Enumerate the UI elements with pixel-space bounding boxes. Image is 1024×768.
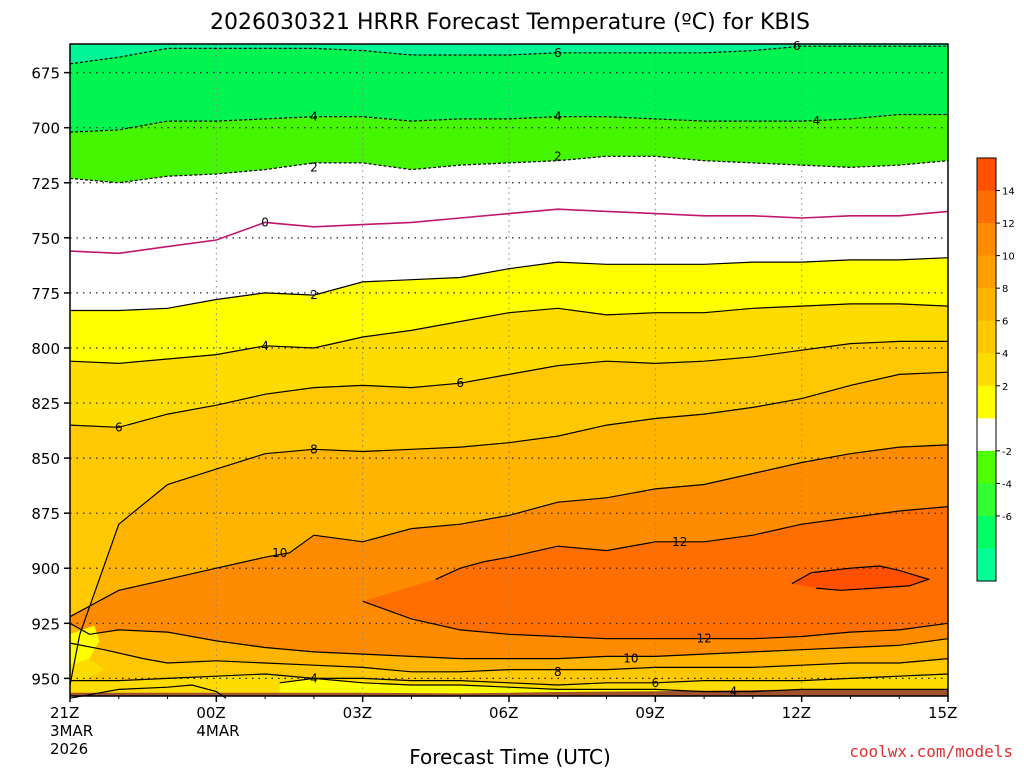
credit-text: coolwx.com/models — [849, 742, 1013, 761]
contour-label-8-0: 10 — [272, 546, 287, 560]
contour-line-9 — [435, 506, 949, 580]
fill-band-14 — [791, 566, 929, 591]
contour-line-7 — [69, 371, 949, 686]
contour-line-0 — [69, 45, 948, 65]
contour-label-2-1: 2 — [554, 149, 562, 163]
y-tick-label-10: 925 — [31, 615, 60, 633]
low-contour-label-3-0: 6 — [652, 676, 660, 690]
low-contour-line-3 — [70, 673, 949, 686]
colorbar-bin-8 — [977, 418, 996, 452]
colorbar-bin-3 — [977, 255, 996, 289]
contour-label-9-0: 12 — [672, 535, 687, 549]
contour-line-10 — [791, 565, 931, 591]
low-contour-label-4-0: 4 — [310, 671, 318, 685]
contour-label-6-1: 6 — [456, 376, 464, 390]
contour-line-1 — [69, 113, 948, 133]
colorbar-label-5: 4 — [1002, 349, 1008, 360]
x-tick-label-1: 00Z — [196, 704, 225, 722]
low-contour-line-1 — [69, 622, 949, 660]
y-tick-label-7: 850 — [31, 450, 60, 468]
fill-band-neg6 — [70, 44, 948, 64]
contour-label-7-0: 8 — [310, 442, 318, 456]
contour-line-5 — [69, 303, 949, 365]
colorbar-label-0: 14 — [1002, 187, 1015, 198]
contour-label-3-0: 0 — [261, 215, 269, 229]
x-tick-label-0: 21Z — [50, 704, 79, 722]
y-tick-label-3: 750 — [31, 230, 60, 248]
contour-line-3 — [69, 208, 949, 255]
y-tick-label-0: 675 — [31, 65, 60, 83]
x-tick-label-6: 15Z — [928, 704, 957, 722]
x-tick-sub1-0: 3MAR — [50, 722, 93, 740]
low-contour-label-0-0: 12 — [696, 632, 711, 646]
colorbar-bin-7 — [977, 385, 996, 419]
y-tick-label-11: 950 — [31, 670, 60, 688]
x-tick-label-5: 12Z — [782, 704, 811, 722]
x-tick-sub2-0: 2026 — [50, 740, 88, 758]
colorbar: 14 12 10 8 6 4 2 -2 -4 -6 — [976, 157, 1015, 582]
low-contour-label-4-1: 4 — [730, 685, 738, 699]
y-axis: 675 700 725 750 775 800 825 850 875 900 925 950 — [31, 65, 70, 688]
colorbar-bin-11 — [977, 515, 996, 549]
contour-label-0-1: 6 — [793, 39, 801, 53]
contour-label-1-1: 4 — [554, 110, 562, 124]
y-tick-label-8: 875 — [31, 505, 60, 523]
colorbar-bin-12 — [977, 548, 996, 582]
colorbar-label-1: 12 — [1002, 219, 1015, 230]
x-tick-label-3: 06Z — [489, 704, 518, 722]
colorbar-label-8: -4 — [1002, 479, 1012, 490]
contour-line-2 — [69, 155, 949, 184]
y-tick-label-2: 725 — [31, 175, 60, 193]
contour-label-5-0: 4 — [261, 339, 269, 353]
plot-area: 6 6 4 4 4 2 2 0 2 4 6 6 8 10 12 12 10 8 6 4 4 — [69, 39, 949, 699]
y-tick-label-5: 800 — [31, 340, 60, 358]
x-tick-label-4: 09Z — [635, 704, 664, 722]
x-tick-sub1-1: 4MAR — [196, 722, 239, 740]
colorbar-label-7: -2 — [1002, 447, 1012, 458]
colorbar-bin-5 — [977, 320, 996, 354]
fill-low-left-2 — [70, 658, 105, 683]
low-contour-line-5 — [69, 684, 227, 699]
y-tick-label-9: 900 — [31, 560, 60, 578]
colorbar-frame — [976, 157, 997, 582]
x-axis-title: Forecast Time (UTC) — [409, 745, 611, 768]
low-contour-line-4 — [279, 677, 948, 693]
low-contour-label-2-0: 8 — [554, 665, 562, 679]
colorbar-label-3: 8 — [1002, 284, 1008, 295]
y-tick-label-6: 825 — [31, 395, 60, 413]
colorbar-bin-4 — [977, 288, 996, 322]
contour-label-6-0: 6 — [115, 420, 123, 434]
colorbar-label-9: -6 — [1002, 512, 1012, 523]
contour-line-6 — [69, 340, 948, 428]
colorbar-label-4: 6 — [1002, 317, 1008, 328]
colorbar-bin-2 — [977, 223, 996, 257]
colorbar-label-2: 10 — [1002, 252, 1015, 263]
y-tick-label-1: 700 — [31, 120, 60, 138]
chart-title: 2026030321 HRRR Forecast Temperature (ºC… — [210, 10, 810, 35]
contour-label-4-0: 2 — [310, 288, 318, 302]
colorbar-bin-0 — [977, 158, 996, 192]
colorbar-bin-6 — [977, 353, 996, 387]
x-tick-label-2: 03Z — [343, 704, 372, 722]
contour-label-1-0: 4 — [310, 110, 318, 124]
contour-line-8 — [69, 444, 949, 618]
colorbar-bin-1 — [977, 190, 996, 224]
y-tick-label-4: 775 — [31, 285, 60, 303]
contour-label-2-0: 2 — [310, 160, 318, 174]
ground-terrain — [70, 689, 948, 696]
colorbar-bin-9 — [977, 450, 996, 484]
low-contour-label-1-0: 10 — [623, 652, 638, 666]
colorbar-bin-10 — [977, 483, 996, 517]
contour-label-0-0: 6 — [554, 46, 562, 60]
low-contour-line-2 — [69, 642, 949, 673]
low-contour-line-0 — [362, 600, 949, 640]
colorbar-label-6: 2 — [1002, 382, 1008, 393]
contour-label-1-2: 4 — [812, 114, 820, 128]
contour-line-4 — [70, 257, 949, 312]
